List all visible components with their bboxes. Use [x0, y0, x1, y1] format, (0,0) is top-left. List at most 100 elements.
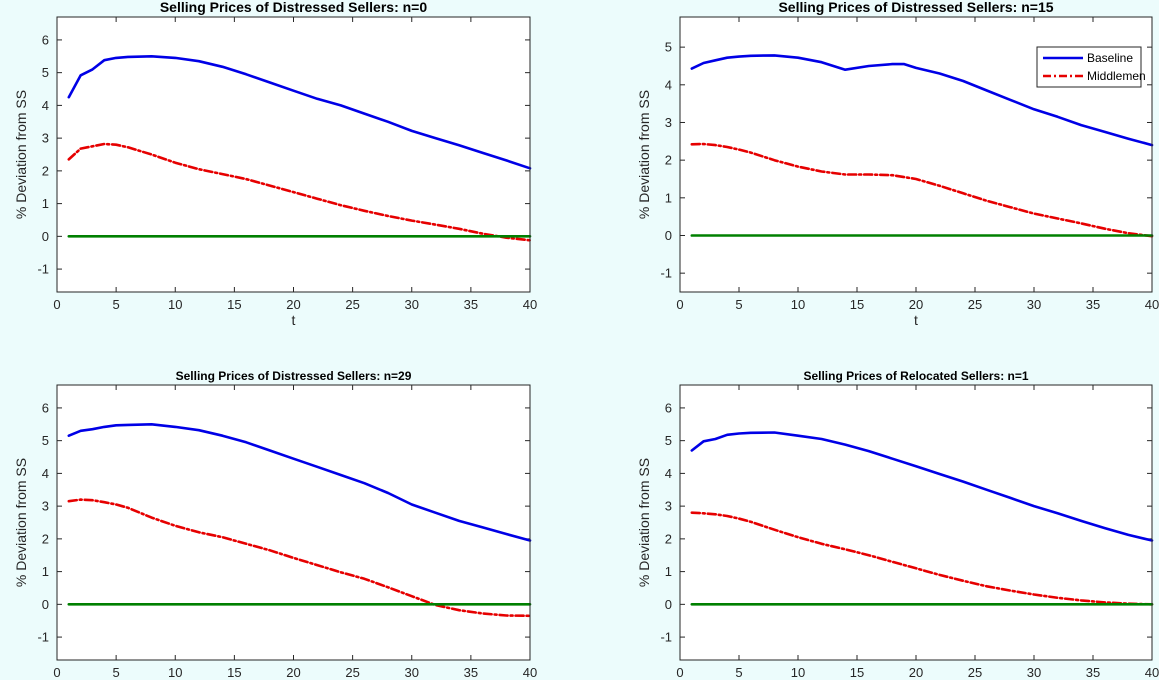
x-tick-label: 5 [113, 297, 120, 312]
x-tick-label: 20 [286, 297, 300, 312]
x-tick-label: 20 [286, 665, 300, 680]
series-line-1 [690, 431, 1154, 542]
y-tick-label: -1 [660, 630, 672, 645]
y-tick-label: 4 [42, 466, 49, 481]
x-tick-label: 15 [850, 297, 864, 312]
x-tick-label: 5 [735, 665, 742, 680]
x-tick-label: 35 [1086, 665, 1100, 680]
chart-title: Selling Prices of Distressed Sellers: n=… [176, 369, 412, 383]
axes-box [679, 384, 1153, 661]
y-tick-label: 4 [42, 98, 49, 113]
y-tick-label: 5 [665, 40, 672, 55]
y-tick-label: 0 [665, 597, 672, 612]
x-tick-label: 10 [168, 665, 182, 680]
y-tick-label: -1 [660, 266, 672, 281]
chart-panel-3: Selling Prices of Distressed Sellers: n=… [13, 369, 537, 680]
axes-box [56, 384, 531, 661]
x-tick-label: 25 [968, 665, 982, 680]
y-tick-label: 6 [42, 400, 49, 415]
y-axis-label: % Deviation from SS [13, 458, 29, 587]
series-line-2 [67, 142, 532, 242]
series-line-2 [690, 511, 1154, 606]
x-tick-label: 25 [968, 297, 982, 312]
x-tick-label: 20 [909, 297, 923, 312]
chart-title: Selling Prices of Relocated Sellers: n=1 [803, 369, 1028, 383]
y-tick-label: 2 [42, 163, 49, 178]
y-tick-label: 1 [665, 190, 672, 205]
y-tick-label: 3 [665, 115, 672, 130]
x-tick-label: 15 [850, 665, 864, 680]
x-axis-label: t [292, 312, 296, 328]
x-tick-label: 10 [791, 297, 805, 312]
x-tick-label: 25 [345, 665, 359, 680]
x-tick-label: 10 [791, 665, 805, 680]
y-tick-label: 4 [665, 466, 672, 481]
chart-panel-2: Selling Prices of Distressed Sellers: n=… [636, 0, 1159, 328]
y-tick-label: 3 [42, 131, 49, 146]
x-tick-label: 40 [1145, 297, 1159, 312]
x-tick-label: 40 [1145, 665, 1159, 680]
plot-area [680, 385, 1152, 660]
x-tick-label: 0 [53, 665, 60, 680]
x-tick-label: 5 [113, 665, 120, 680]
y-tick-label: 5 [42, 65, 49, 80]
y-tick-label: 0 [665, 228, 672, 243]
y-tick-label: 5 [42, 433, 49, 448]
x-tick-label: 5 [735, 297, 742, 312]
y-tick-label: -1 [37, 262, 49, 277]
chart-panel-1: Selling Prices of Distressed Sellers: n=… [13, 0, 537, 328]
x-tick-label: 15 [227, 665, 241, 680]
chart-title: Selling Prices of Distressed Sellers: n=… [160, 0, 427, 15]
y-tick-label: 6 [665, 400, 672, 415]
legend-box [1036, 46, 1142, 88]
plot-area [57, 17, 530, 292]
x-tick-label: 30 [1027, 297, 1041, 312]
x-tick-label: 30 [405, 665, 419, 680]
x-tick-label: 35 [464, 297, 478, 312]
y-tick-label: 2 [42, 531, 49, 546]
series-line-1 [67, 54, 532, 170]
x-tick-label: 0 [53, 297, 60, 312]
x-tick-label: 35 [1086, 297, 1100, 312]
y-tick-label: 2 [665, 531, 672, 546]
series-line-2 [690, 142, 1154, 238]
x-tick-label: 0 [676, 297, 683, 312]
axes-box [56, 16, 531, 293]
y-tick-label: 1 [42, 564, 49, 579]
y-tick-label: 3 [42, 499, 49, 514]
series-line-1 [690, 54, 1154, 147]
series-line-1 [67, 422, 532, 542]
x-axis-label: t [914, 312, 918, 328]
x-tick-label: 30 [1027, 665, 1041, 680]
y-tick-label: -1 [37, 630, 49, 645]
x-tick-label: 15 [227, 297, 241, 312]
x-tick-label: 25 [345, 297, 359, 312]
legend-entry: Baseline [1087, 51, 1133, 65]
x-tick-label: 10 [168, 297, 182, 312]
y-tick-label: 6 [42, 32, 49, 47]
x-tick-label: 35 [464, 665, 478, 680]
y-tick-label: 1 [665, 564, 672, 579]
axes-box [679, 16, 1153, 293]
x-tick-label: 40 [523, 665, 537, 680]
y-tick-label: 4 [665, 77, 672, 92]
chart-title: Selling Prices of Distressed Sellers: n=… [778, 0, 1053, 15]
series-line-2 [67, 498, 532, 618]
y-axis-label: % Deviation from SS [636, 90, 652, 219]
chart-panel-4: Selling Prices of Relocated Sellers: n=1… [636, 369, 1159, 680]
y-tick-label: 0 [42, 229, 49, 244]
x-tick-label: 40 [523, 297, 537, 312]
y-axis-label: % Deviation from SS [636, 458, 652, 587]
x-tick-label: 30 [405, 297, 419, 312]
y-tick-label: 1 [42, 196, 49, 211]
y-tick-label: 0 [42, 597, 49, 612]
legend-entry: Middlemen [1087, 69, 1146, 83]
x-tick-label: 0 [676, 665, 683, 680]
y-tick-label: 3 [665, 499, 672, 514]
y-axis-label: % Deviation from SS [13, 90, 29, 219]
y-tick-label: 2 [665, 153, 672, 168]
y-tick-label: 5 [665, 433, 672, 448]
x-tick-label: 20 [909, 665, 923, 680]
plot-area [57, 385, 530, 660]
